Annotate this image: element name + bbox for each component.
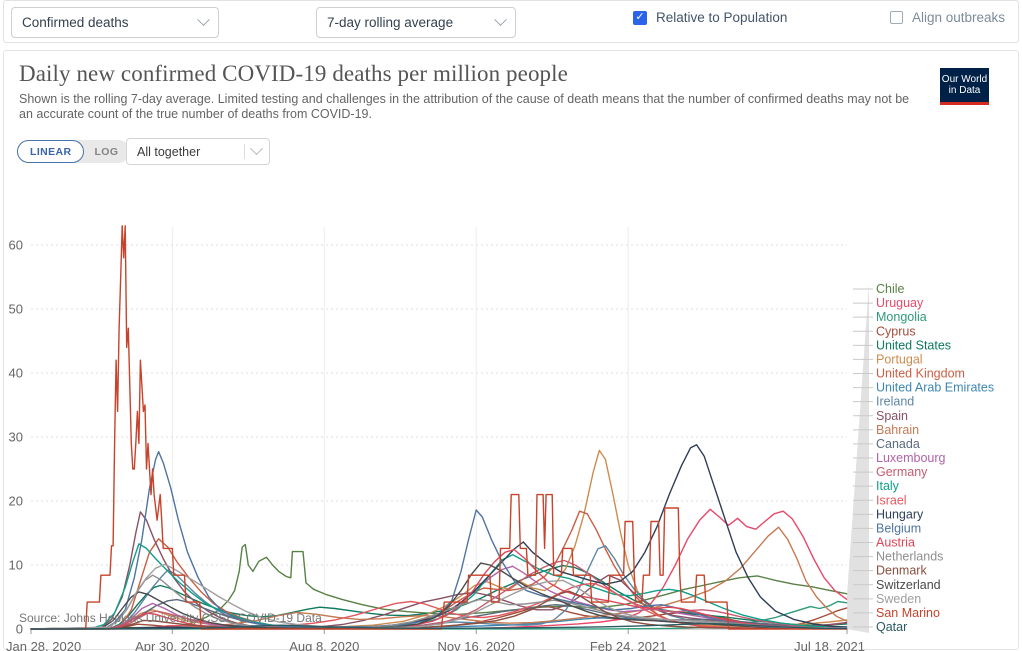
legend-label-italy[interactable]: Italy <box>876 479 900 493</box>
legend-label-hungary[interactable]: Hungary <box>876 507 924 521</box>
chart-controls-bar: Confirmed deaths 7-day rolling average ✓… <box>3 0 1019 43</box>
legend-label-canada[interactable]: Canada <box>876 437 920 451</box>
y-axis-label: 20 <box>9 494 23 509</box>
legend-label-chile[interactable]: Chile <box>876 282 905 296</box>
chevron-down-icon <box>197 13 210 27</box>
legend-label-mongolia[interactable]: Mongolia <box>876 310 927 324</box>
legend-label-luxembourg[interactable]: Luxembourg <box>876 451 946 465</box>
y-axis-label: 30 <box>9 430 23 445</box>
interval-dropdown[interactable]: 7-day rolling average <box>316 7 516 38</box>
legend-label-ireland[interactable]: Ireland <box>876 395 914 409</box>
align-outbreaks-label: Align outbreaks <box>912 10 1006 25</box>
x-axis-label: Jul 18, 2021 <box>794 639 865 651</box>
linear-scale-button[interactable]: LINEAR <box>17 140 85 163</box>
y-axis-label: 40 <box>9 366 23 381</box>
page-title: Daily new confirmed COVID-19 deaths per … <box>19 61 568 86</box>
y-axis-label: 60 <box>9 238 23 253</box>
x-axis-label: Apr 30, 2020 <box>135 639 209 651</box>
legend-label-austria[interactable]: Austria <box>876 536 915 550</box>
legend-label-cyprus[interactable]: Cyprus <box>876 324 916 338</box>
legend-label-united-states[interactable]: United States <box>876 338 951 352</box>
chart-subtitle: Shown is the rolling 7-day average. Limi… <box>19 92 910 121</box>
legend-label-sweden[interactable]: Sweden <box>876 592 921 606</box>
legend-label-united-kingdom[interactable]: United Kingdom <box>876 367 965 381</box>
chevron-down-icon <box>494 13 507 27</box>
legend-label-bahrain[interactable]: Bahrain <box>876 423 919 437</box>
series-line-italy[interactable] <box>30 543 848 630</box>
interval-dropdown-value: 7-day rolling average <box>327 15 454 30</box>
relative-to-population-checkbox[interactable]: ✓ Relative to Population <box>633 10 787 25</box>
log-scale-button[interactable]: LOG <box>94 145 119 158</box>
logo-line-2: in Data <box>948 85 981 96</box>
legend-label-israel[interactable]: Israel <box>876 493 907 507</box>
legend-label-netherlands[interactable]: Netherlands <box>876 550 943 564</box>
legend-label-uruguay[interactable]: Uruguay <box>876 296 924 310</box>
chart-card: Daily new confirmed COVID-19 deaths per … <box>3 50 1019 651</box>
metric-dropdown-value: Confirmed deaths <box>22 15 129 30</box>
scale-toggle: LINEAR LOG <box>17 140 131 163</box>
our-world-in-data-logo[interactable]: Our World in Data <box>940 68 989 105</box>
entity-selector-dropdown[interactable]: All together <box>126 138 270 165</box>
legend-label-united-arab-emirates[interactable]: United Arab Emirates <box>876 381 994 395</box>
logo-line-1: Our World <box>941 74 988 85</box>
align-outbreaks-checkbox[interactable]: Align outbreaks <box>890 10 1005 25</box>
x-axis-label: Jan 28, 2020 <box>6 639 81 651</box>
source-note: Source: Johns Hopkins University CSSE CO… <box>19 611 322 625</box>
relative-to-population-label: Relative to Population <box>656 10 788 25</box>
y-axis-label: 10 <box>9 558 23 573</box>
checkbox-checked-icon: ✓ <box>633 10 647 25</box>
legend-label-denmark[interactable]: Denmark <box>876 564 927 578</box>
legend-label-germany[interactable]: Germany <box>876 465 928 479</box>
x-axis-label: Feb 24, 2021 <box>590 639 667 651</box>
x-axis-label: Nov 16, 2020 <box>438 639 515 651</box>
legend-label-switzerland[interactable]: Switzerland <box>876 578 941 592</box>
metric-dropdown[interactable]: Confirmed deaths <box>11 7 219 38</box>
dropdown-divider <box>244 144 245 159</box>
x-axis-label: Aug 8, 2020 <box>289 639 359 651</box>
legend-label-qatar[interactable]: Qatar <box>876 620 907 634</box>
checkbox-unchecked-icon <box>890 11 903 24</box>
series-line-chile[interactable] <box>30 543 848 630</box>
y-axis-label: 50 <box>9 302 23 317</box>
legend-label-portugal[interactable]: Portugal <box>876 352 923 366</box>
legend-label-san-marino[interactable]: San Marino <box>876 606 940 620</box>
entity-selector-value: All together <box>137 144 201 159</box>
legend-label-belgium[interactable]: Belgium <box>876 521 921 535</box>
legend-label-spain[interactable]: Spain <box>876 409 908 423</box>
series-line-san-marino[interactable] <box>30 225 848 630</box>
